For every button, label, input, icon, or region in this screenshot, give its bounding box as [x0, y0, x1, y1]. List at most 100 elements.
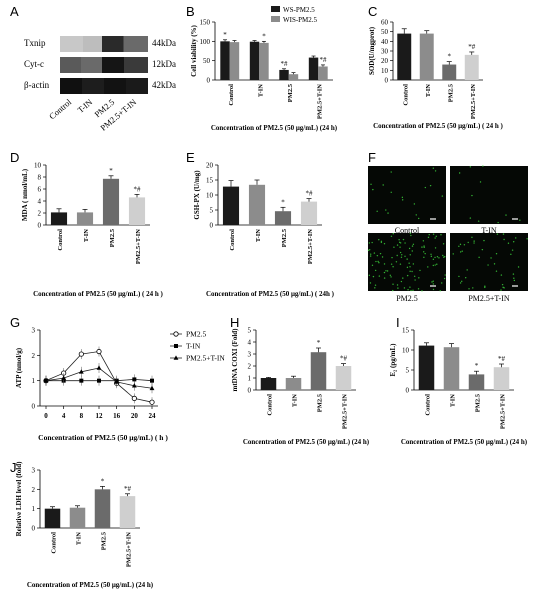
significance-mark: *	[281, 198, 285, 206]
bar	[464, 54, 479, 80]
green-speck	[471, 194, 473, 197]
green-speck	[378, 239, 380, 241]
legend-label: PM2.5+T-IN	[186, 354, 225, 363]
data-point	[96, 365, 102, 370]
category-label: PM2.5	[109, 228, 116, 247]
bar	[249, 41, 260, 80]
y-tick-label: 5	[210, 207, 214, 215]
green-speck	[495, 270, 498, 272]
green-speck	[409, 232, 412, 234]
y-tick-label: 2	[32, 486, 36, 494]
green-speck	[400, 280, 403, 283]
green-speck	[381, 256, 384, 258]
x-tick-label: 8	[80, 412, 84, 420]
green-speck	[444, 255, 446, 258]
green-speck	[411, 270, 413, 273]
green-speck	[408, 262, 410, 264]
green-speck	[423, 256, 425, 259]
category-label: T-IN	[255, 229, 262, 242]
green-speck	[374, 284, 377, 286]
green-speck	[399, 242, 402, 244]
green-speck	[463, 244, 466, 246]
green-speck	[395, 261, 398, 263]
chart-i: 0 5 10 15 E₂ (pg/mL) Control T-IN PM2.5 PM2.5+T-…	[389, 327, 528, 447]
legend-label: WS-PM2.5	[283, 6, 315, 14]
green-speck	[389, 274, 392, 277]
size-label-txnip: 44kDa	[152, 38, 176, 48]
significance-mark: *#	[281, 60, 289, 68]
y-tick-label: 4	[248, 339, 252, 347]
green-speck	[370, 253, 372, 255]
green-speck	[459, 243, 462, 246]
y-tick-label: 6	[38, 186, 42, 194]
fluorescence-image-tin	[450, 166, 528, 224]
green-speck	[417, 217, 420, 220]
category-label: Control	[425, 394, 432, 416]
fluorescence-image-pm25-tin	[450, 233, 528, 291]
category-label: PM2.5	[101, 531, 108, 550]
panel-letter-e: E	[186, 150, 195, 165]
bar	[274, 211, 292, 225]
bar	[310, 352, 327, 390]
green-speck	[432, 258, 435, 261]
y-tick-label: 100	[200, 38, 211, 46]
y-tick-label: 20	[381, 57, 389, 65]
chart-j: 0 1 2 3 Relative LDH level (fold) Control T-IN…	[15, 461, 154, 589]
legend-marker	[173, 355, 179, 360]
y-axis-label: mtDNA COXI (Fold)	[231, 328, 239, 392]
green-speck	[432, 288, 435, 291]
bar	[220, 41, 230, 80]
y-axis-label: SOD(U/mgprot)	[368, 26, 376, 75]
green-speck	[472, 287, 474, 289]
green-speck	[503, 238, 505, 241]
y-tick-label: 0	[38, 222, 42, 230]
green-speck	[466, 269, 468, 271]
green-speck	[423, 245, 425, 247]
blot-lane-label: T-IN	[75, 97, 94, 115]
data-point	[131, 395, 137, 401]
green-speck	[424, 252, 426, 255]
chart-h: 0 1 2 3 4 5 mtDNA COXI (Fold) Control T-IN PM2.5 P…	[231, 327, 370, 447]
x-axis-label: Concentration of PM2.5 (50 μg/mL) (24 h)	[27, 581, 154, 589]
green-speck	[469, 217, 472, 219]
green-speck	[436, 263, 438, 265]
green-speck	[392, 266, 394, 268]
panel-letter-g: G	[10, 315, 21, 330]
green-speck	[379, 252, 382, 255]
green-speck	[439, 290, 441, 292]
size-label-actin: 42kDa	[152, 80, 176, 90]
significance-mark: *#	[468, 43, 476, 51]
fluorescence-caption-tin: T-IN	[481, 226, 497, 235]
green-speck	[374, 269, 377, 272]
green-speck	[375, 260, 377, 263]
green-speck	[371, 241, 373, 244]
green-speck	[465, 277, 467, 279]
legend-label: T-IN	[186, 342, 201, 351]
green-speck	[376, 210, 378, 212]
green-speck	[401, 254, 403, 256]
data-point	[61, 375, 67, 380]
green-speck	[435, 235, 437, 238]
green-speck	[469, 166, 472, 168]
legend-label: WIS-PM2.5	[283, 16, 318, 24]
significance-mark: *	[223, 31, 227, 39]
panel-letter-f: F	[368, 150, 376, 165]
significance-mark: *#	[340, 355, 348, 363]
green-speck	[510, 253, 512, 256]
category-label: PM2.5	[287, 83, 294, 102]
green-speck	[421, 290, 423, 292]
y-tick-label: 40	[381, 38, 389, 46]
significance-mark: *	[317, 339, 321, 347]
green-speck	[372, 275, 375, 278]
category-label: PM2.5	[447, 83, 454, 102]
blot-lane-label: Control	[47, 96, 74, 121]
y-tick-label: 2	[32, 352, 36, 360]
green-speck	[404, 242, 406, 244]
y-axis-label: E₂ (pg/mL)	[389, 343, 397, 377]
green-speck	[390, 263, 393, 265]
green-speck	[402, 238, 405, 241]
data-point	[150, 378, 154, 383]
protein-label-txnip: Txnip	[24, 38, 46, 48]
green-speck	[409, 254, 411, 256]
